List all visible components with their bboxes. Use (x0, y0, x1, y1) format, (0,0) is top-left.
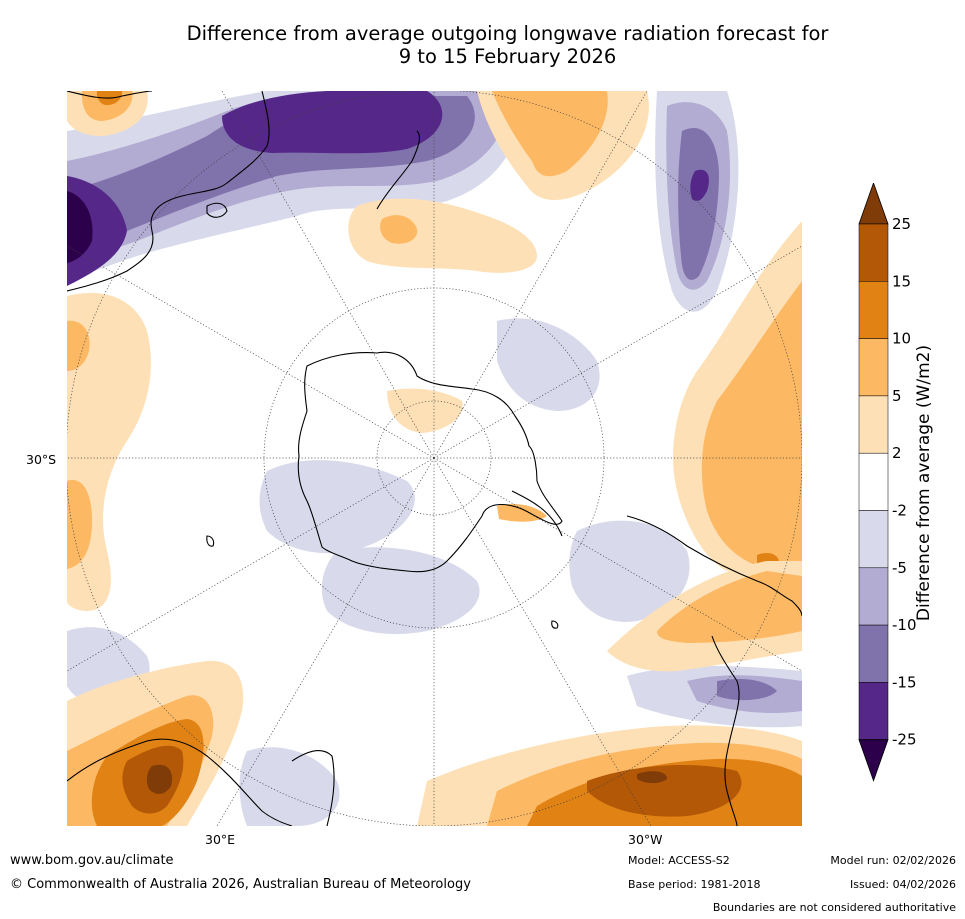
region-pos-pacific-top-2 (492, 91, 608, 177)
region-neg-antarctic-2 (321, 547, 480, 635)
colorbar-tick-label: -25 (892, 731, 917, 749)
coast-madagascar (206, 535, 215, 547)
coast-nz (376, 130, 421, 210)
colorbar-swatch (858, 338, 889, 397)
coastlines (67, 91, 802, 826)
region-pos-atlantic-2 (657, 571, 802, 643)
meridian-30w (433, 457, 652, 826)
coast-south-america-2 (711, 635, 740, 826)
lon-label-30w: 30°W (628, 832, 663, 847)
region-pos-indian-west-3 (67, 480, 92, 569)
region-pos-south-atlantic-5 (637, 771, 667, 784)
coast-australia (67, 91, 270, 292)
coast-south-america (626, 515, 802, 617)
region-pos-antarctica (387, 388, 463, 433)
meridian-120e (67, 245, 435, 459)
region-pos-atlantic-3 (497, 504, 547, 522)
meridian-60w (433, 457, 802, 672)
colorbar-swatch (858, 624, 889, 683)
colorbar-tick-label: -10 (892, 616, 917, 634)
lat-label-30s: 30°S (26, 452, 57, 467)
colorbar-swatch (858, 452, 889, 511)
colorbar-swatch (858, 567, 889, 626)
colorbar-extend-top (858, 181, 889, 225)
meridian-150w (433, 91, 648, 459)
meridian-60e (67, 457, 435, 672)
coast-sub-antarctic (551, 620, 559, 629)
model-run: Model run: 02/02/2026 (830, 854, 956, 867)
chart-title-line1: Difference from average outgoing longwav… (186, 22, 829, 45)
colorbar-tick-label: 15 (892, 272, 911, 290)
model-name: Model: ACCESS-S2 (628, 854, 730, 867)
coast-tasmania (206, 202, 228, 218)
colorbar-tick-label: -2 (892, 502, 907, 520)
graticule (67, 91, 802, 826)
coast-australia-inner (67, 91, 153, 99)
colorbar-extend-bottom (858, 739, 889, 782)
colorbar-tick-label: 5 (892, 387, 902, 405)
colorbar-tick-label: 10 (892, 330, 911, 348)
region-neg-pacific-core (690, 169, 709, 201)
region-neg-pacific-streak-3 (678, 127, 719, 280)
region-pos-tasman-2 (380, 215, 418, 244)
chart-title: Difference from average outgoing longwav… (60, 22, 955, 68)
colorbar: 25 15 10 5 2 -2 -5 -10 -15 -25 (856, 181, 936, 783)
meridian-150e (221, 91, 435, 459)
coast-africa-east (291, 750, 335, 826)
coast-antarctica (297, 351, 563, 573)
chart-title-line2: 9 to 15 February 2026 (398, 45, 617, 68)
colorbar-title: Difference from average (W/m2) (914, 344, 934, 622)
colorbar-swatch (858, 223, 889, 282)
lat-circle-60s (376, 400, 492, 516)
issued-date: Issued: 04/02/2026 (849, 878, 956, 891)
region-neg-indian-core (67, 191, 93, 263)
region-neg-antarctic-3 (497, 318, 600, 411)
meridian-30e (216, 457, 435, 826)
colorbar-tick-label: -15 (892, 673, 917, 691)
boundary-disclaimer: Boundaries are not considered authoritat… (712, 901, 956, 914)
colorbar-swatch (858, 510, 889, 569)
meridian-120w (433, 245, 802, 459)
region-neg-argentina-3 (717, 679, 777, 701)
region-pos-pacific-top-3 (537, 91, 558, 107)
website-link[interactable]: www.bom.gov.au/climate (10, 853, 174, 868)
colorbar-ticks: 25 15 10 5 2 -2 -5 -10 -15 -25 (892, 215, 917, 749)
colorbar-swatches (858, 181, 889, 782)
region-neg-south-atlantic (569, 520, 690, 622)
positive-anomaly-regions (67, 91, 802, 826)
coast-africa (67, 738, 293, 826)
colorbar-swatch (858, 682, 889, 740)
region-pos-south-atlantic-4 (587, 765, 742, 817)
colorbar-tick-label: -5 (892, 559, 907, 577)
region-pos-south-africa-5 (146, 764, 173, 794)
region-neg-africa-south (239, 747, 340, 826)
colorbar-tick-label: 2 (892, 444, 902, 462)
lon-label-30e: 30°E (205, 832, 236, 847)
colorbar-tick-label: 25 (892, 215, 911, 233)
base-period: Base period: 1981-2018 (628, 878, 761, 891)
colorbar-swatch (858, 281, 889, 339)
region-neg-antarctic-1 (259, 460, 415, 554)
coast-antarctic-peninsula (511, 490, 563, 537)
region-pos-east-pacific-2 (701, 281, 802, 571)
region-pos-indian-west-2 (67, 320, 90, 371)
copyright: © Commonwealth of Australia 2026, Austra… (10, 877, 471, 892)
colorbar-swatch (858, 395, 889, 454)
anomaly-map (67, 91, 802, 826)
region-neg-tasman-4 (222, 91, 443, 154)
